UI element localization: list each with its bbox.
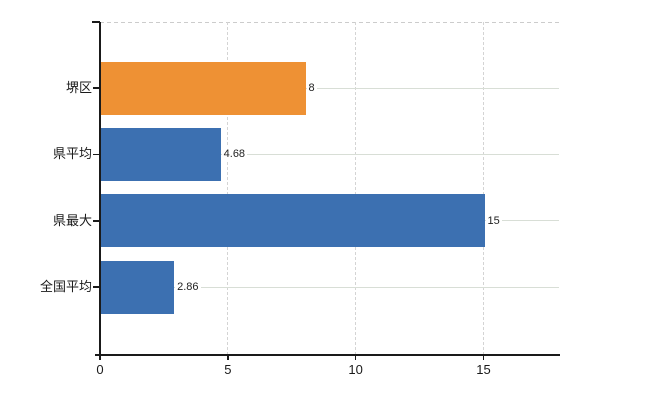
x-axis-tick: [482, 356, 485, 360]
x-axis-label: 10: [348, 362, 363, 377]
bar: [101, 194, 485, 248]
x-axis-label: 5: [224, 362, 232, 377]
category-gridline: [100, 87, 559, 89]
y-axis-line: [99, 22, 101, 360]
x-gridline: [227, 22, 229, 355]
x-gridline: [355, 22, 357, 355]
x-axis-tick: [227, 356, 229, 360]
x-axis-line: [95, 354, 560, 356]
bar: [101, 127, 221, 181]
y-axis-top-tick: [92, 21, 100, 23]
bar-value-label: 2.86: [175, 280, 201, 295]
y-axis-label: 県平均: [52, 146, 92, 162]
y-axis-tick: [93, 153, 100, 156]
category-gridline: [100, 153, 559, 155]
category-gridline: [100, 286, 559, 288]
x-gridline: [483, 22, 484, 355]
y-axis-label: 堺区: [65, 80, 92, 95]
x-axis-label: 15: [476, 362, 491, 377]
y-axis-label: 全国平均: [39, 279, 92, 295]
x-axis-label: 0: [96, 362, 104, 377]
bar-value-label: 8: [306, 81, 317, 95]
plot-top-border: [100, 22, 559, 23]
y-axis-tick: [93, 87, 100, 89]
y-axis-tick: [93, 220, 100, 222]
y-axis-tick: [93, 286, 100, 288]
bar: [101, 61, 306, 115]
x-axis-tick: [354, 356, 357, 360]
bar-value-label: 15: [485, 213, 502, 228]
y-axis-label: 県最大: [52, 212, 92, 228]
bar-value-label: 4.68: [221, 147, 248, 162]
bar: [101, 260, 175, 314]
